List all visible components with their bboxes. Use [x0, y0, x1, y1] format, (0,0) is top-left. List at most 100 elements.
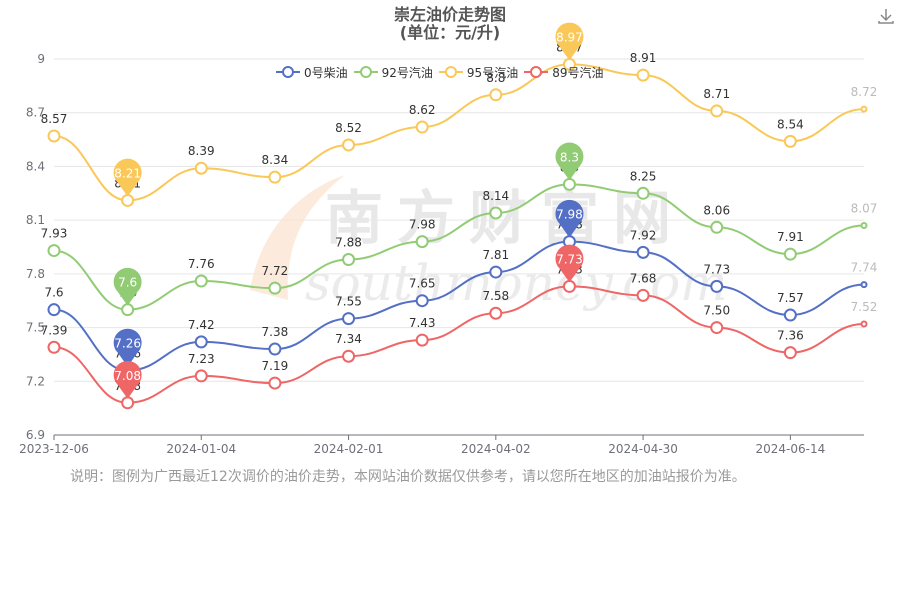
legend-item[interactable]: 92号汽油 — [353, 64, 433, 81]
data-point[interactable] — [489, 88, 503, 102]
data-point[interactable] — [562, 279, 576, 293]
data-point[interactable] — [415, 294, 429, 308]
y-tick-label: 8.1 — [26, 213, 45, 227]
data-point[interactable] — [489, 265, 503, 279]
series-line-3 — [53, 285, 865, 404]
data-point[interactable] — [415, 333, 429, 347]
data-label: 8.71 — [703, 87, 730, 101]
data-point[interactable] — [636, 245, 650, 259]
legend-label: 95号汽油 — [466, 65, 519, 80]
download-icon[interactable] — [876, 6, 896, 26]
y-tick-label: 7.5 — [26, 321, 45, 335]
pin-shape — [113, 267, 142, 306]
data-label: 8.72 — [851, 85, 878, 99]
data-point[interactable] — [268, 342, 282, 356]
data-point[interactable] — [710, 279, 724, 293]
y-tick-label: 9 — [37, 52, 45, 66]
data-label: 7.58 — [482, 289, 509, 303]
data-label: 8.34 — [262, 153, 289, 167]
x-tick-label: 2024-04-30 — [608, 442, 678, 456]
data-label: 8.25 — [630, 169, 657, 183]
data-point[interactable] — [194, 274, 208, 288]
data-label: 8.62 — [409, 103, 436, 117]
data-label: 8.57 — [41, 112, 68, 126]
data-point[interactable] — [268, 376, 282, 390]
data-point[interactable] — [783, 346, 797, 360]
data-label: 7.76 — [188, 257, 215, 271]
data-label: 7.91 — [777, 230, 804, 244]
pin-label: 7.08 — [114, 369, 141, 383]
data-point[interactable] — [47, 303, 61, 317]
legend-item[interactable]: 89号汽油 — [524, 64, 603, 81]
data-point[interactable] — [489, 206, 503, 220]
data-label: 7.74 — [851, 261, 878, 275]
data-point[interactable] — [268, 281, 282, 295]
data-label: 8.39 — [188, 144, 215, 158]
data-label: 7.52 — [851, 300, 878, 314]
data-point[interactable] — [636, 68, 650, 82]
data-point[interactable] — [47, 340, 61, 354]
series-line-0 — [53, 240, 865, 372]
y-tick-label: 8.7 — [26, 106, 45, 120]
pin-label: 7.6 — [118, 276, 137, 290]
footnote: 说明：图例为广西最近12次调价的油价走势，本网站油价数据仅供参考，请以您所在地区… — [70, 469, 746, 485]
data-point[interactable] — [783, 134, 797, 148]
data-label: 7.72 — [262, 264, 289, 278]
series-line-1 — [53, 183, 865, 311]
data-point[interactable] — [121, 396, 135, 410]
data-point[interactable] — [489, 306, 503, 320]
legend-label: 89号汽油 — [552, 65, 604, 80]
legend-label: 92号汽油 — [381, 65, 433, 80]
x-tick-label: 2023-12-06 — [19, 442, 89, 456]
data-point[interactable] — [860, 222, 868, 230]
data-point[interactable] — [194, 335, 208, 349]
data-label: 7.23 — [188, 352, 215, 366]
data-label: 7.68 — [630, 271, 657, 285]
data-point[interactable] — [415, 235, 429, 249]
data-label: 7.6 — [44, 286, 63, 300]
min-marker-pin: 8.21 — [113, 158, 142, 197]
data-label: 7.98 — [409, 218, 436, 232]
data-point[interactable] — [415, 120, 429, 134]
data-label: 7.81 — [482, 248, 509, 262]
data-point[interactable] — [194, 161, 208, 175]
data-point[interactable] — [342, 253, 356, 267]
max-marker-pin: 8.97 — [555, 22, 584, 61]
data-point[interactable] — [47, 244, 61, 258]
data-point[interactable] — [860, 281, 868, 289]
y-tick-label: 6.9 — [26, 428, 45, 442]
data-point[interactable] — [860, 105, 868, 113]
data-point[interactable] — [783, 247, 797, 261]
data-point[interactable] — [194, 369, 208, 383]
data-point[interactable] — [121, 193, 135, 207]
data-point[interactable] — [121, 303, 135, 317]
data-label: 7.34 — [335, 332, 362, 346]
data-point[interactable] — [342, 312, 356, 326]
data-point[interactable] — [342, 349, 356, 363]
data-point[interactable] — [636, 288, 650, 302]
data-point[interactable] — [342, 138, 356, 152]
data-label: 7.36 — [777, 329, 804, 343]
data-point[interactable] — [268, 170, 282, 184]
x-tick-label: 2024-04-02 — [461, 442, 531, 456]
data-point[interactable] — [710, 104, 724, 118]
data-point[interactable] — [710, 220, 724, 234]
min-marker-pin: 7.6 — [113, 267, 142, 306]
watermark-logo — [250, 175, 345, 300]
data-point[interactable] — [860, 320, 868, 328]
data-label: 7.57 — [777, 291, 804, 305]
data-point[interactable] — [562, 177, 576, 191]
pin-label: 7.26 — [114, 337, 141, 351]
pin-shape — [555, 22, 584, 61]
legend-item[interactable]: 95号汽油 — [438, 64, 519, 81]
legend-item[interactable]: 0号柴油 — [276, 64, 348, 81]
pin-label: 7.98 — [556, 208, 583, 222]
data-point[interactable] — [710, 321, 724, 335]
data-point[interactable] — [47, 129, 61, 143]
series-layer — [47, 57, 868, 410]
pin-shape — [555, 199, 584, 238]
data-label: 7.38 — [262, 325, 289, 339]
data-point[interactable] — [783, 308, 797, 322]
data-point[interactable] — [636, 186, 650, 200]
